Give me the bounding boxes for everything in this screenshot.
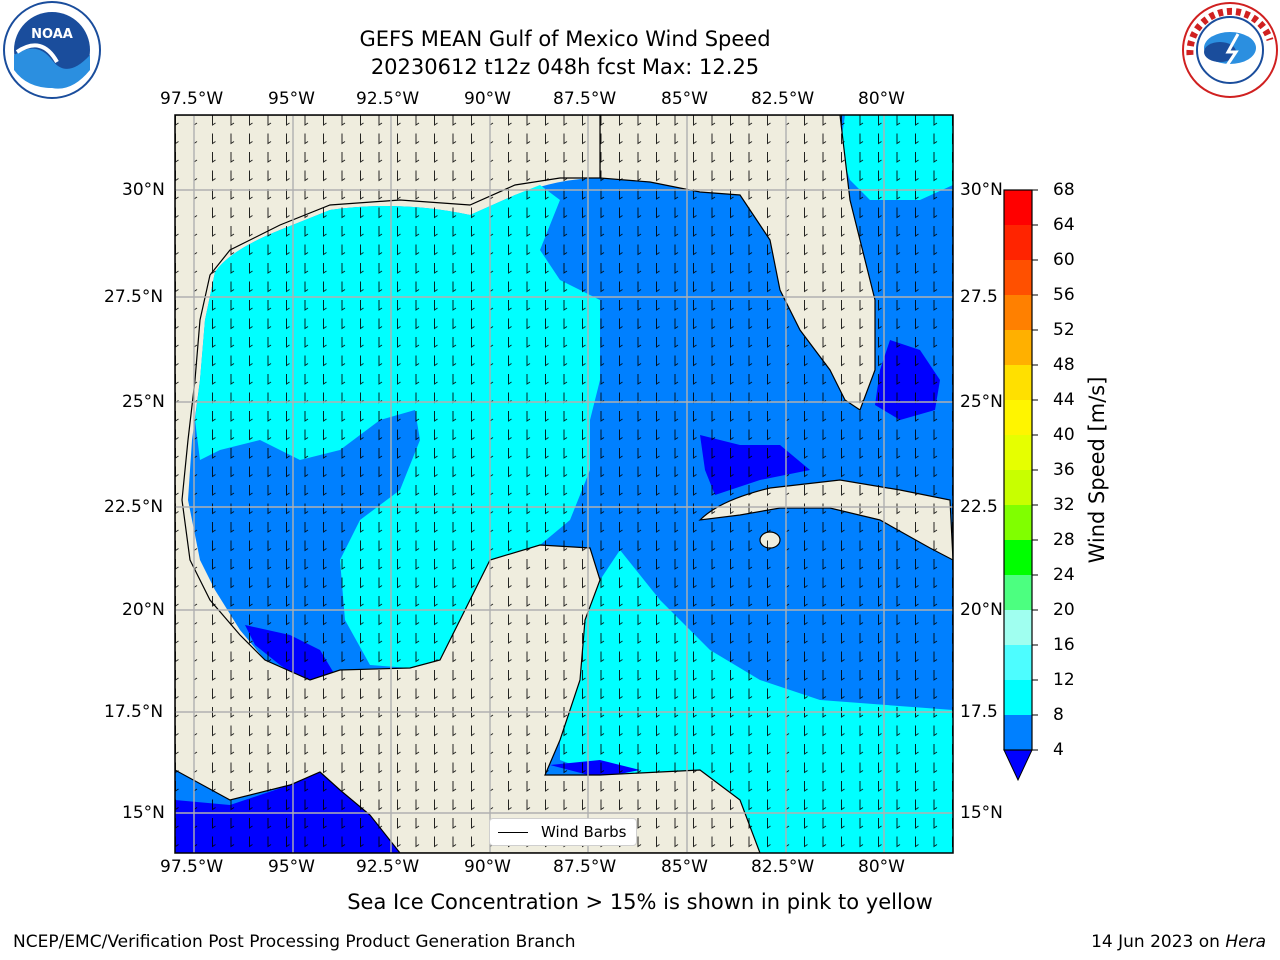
lon-label-top: 82.5°W bbox=[751, 89, 815, 109]
legend-label: Wind Barbs bbox=[541, 823, 627, 841]
legend-line-swatch bbox=[498, 832, 528, 833]
colorbar-tick-label: 60 bbox=[1053, 250, 1075, 270]
lat-label-right: 27.5 bbox=[960, 287, 998, 307]
colorbar-tick-label: 56 bbox=[1053, 285, 1075, 305]
lon-label-bottom: 87.5°W bbox=[553, 857, 617, 877]
lon-label-bottom: 95°W bbox=[268, 857, 315, 877]
lon-label-top: 85°W bbox=[661, 89, 708, 109]
lat-label-left: 17.5°N bbox=[104, 702, 164, 722]
lon-label-top: 87.5°W bbox=[553, 89, 617, 109]
lon-label-bottom: 97.5°W bbox=[160, 857, 224, 877]
footer-date: 14 Jun 2023 on Hera bbox=[1091, 932, 1266, 952]
footer-host: Hera bbox=[1225, 932, 1266, 952]
chart-subtitle: 20230612 t12z 048h fcst Max: 12.25 bbox=[370, 55, 760, 79]
colorbar-tick-label: 32 bbox=[1053, 495, 1075, 515]
lat-label-right: 17.5 bbox=[960, 702, 998, 722]
lat-label-right: 25°N bbox=[960, 392, 1003, 412]
sea-ice-caption: Sea Ice Concentration > 15% is shown in … bbox=[347, 890, 933, 914]
lon-label-top: 90°W bbox=[464, 89, 511, 109]
colorbar-tick-label: 52 bbox=[1053, 320, 1075, 340]
lat-label-left: 22.5°N bbox=[104, 497, 164, 517]
lat-label-right: 20°N bbox=[960, 600, 1003, 620]
lat-label-right: 15°N bbox=[960, 803, 1003, 823]
lon-label-bottom: 85°W bbox=[661, 857, 708, 877]
colorbar-tick-label: 12 bbox=[1053, 670, 1075, 690]
wind-barbs-field bbox=[175, 115, 953, 853]
lon-label-bottom: 92.5°W bbox=[356, 857, 420, 877]
colorbar-tick-label: 16 bbox=[1053, 635, 1075, 655]
lat-label-left: 20°N bbox=[122, 600, 165, 620]
svg-text:NOAA: NOAA bbox=[31, 27, 73, 42]
lat-label-right: 22.5 bbox=[960, 497, 998, 517]
lon-label-bottom: 90°W bbox=[464, 857, 511, 877]
colorbar-tick-label: 24 bbox=[1053, 565, 1075, 585]
colorbar-tick-label: 44 bbox=[1053, 390, 1075, 410]
chart-title: GEFS MEAN Gulf of Mexico Wind Speed bbox=[359, 27, 771, 51]
legend: Wind Barbs bbox=[489, 818, 637, 846]
lat-label-left: 15°N bbox=[122, 803, 165, 823]
footer-credit: NCEP/EMC/Verification Post Processing Pr… bbox=[13, 932, 576, 952]
colorbar-tick-label: 28 bbox=[1053, 530, 1075, 550]
colorbar-tick-label: 48 bbox=[1053, 355, 1075, 375]
lat-label-left: 30°N bbox=[122, 180, 165, 200]
colorbar-tick-label: 40 bbox=[1053, 425, 1075, 445]
lat-label-left: 25°N bbox=[122, 392, 165, 412]
colorbar-tick-label: 36 bbox=[1053, 460, 1075, 480]
lon-label-bottom: 82.5°W bbox=[751, 857, 815, 877]
lat-label-right: 30°N bbox=[960, 180, 1003, 200]
lat-label-left: 27.5°N bbox=[104, 287, 164, 307]
nws-logo bbox=[1182, 2, 1278, 98]
colorbar-title: Wind Speed [m/s] bbox=[1085, 376, 1109, 564]
colorbar-tick-label: 8 bbox=[1053, 705, 1064, 725]
footer-date-text: 14 Jun 2023 on bbox=[1091, 932, 1226, 952]
colorbar-tick-label: 68 bbox=[1053, 180, 1075, 200]
colorbar-tick-label: 4 bbox=[1053, 740, 1064, 760]
lon-label-top: 92.5°W bbox=[356, 89, 420, 109]
lon-label-top: 80°W bbox=[858, 89, 905, 109]
colorbar-tick-label: 64 bbox=[1053, 215, 1075, 235]
lon-label-top: 97.5°W bbox=[160, 89, 224, 109]
colorbar bbox=[1003, 189, 1038, 782]
noaa-logo: NOAA bbox=[3, 1, 101, 99]
lon-label-top: 95°W bbox=[268, 89, 315, 109]
lon-label-bottom: 80°W bbox=[858, 857, 905, 877]
colorbar-tick-label: 20 bbox=[1053, 600, 1075, 620]
grid bbox=[175, 115, 953, 853]
